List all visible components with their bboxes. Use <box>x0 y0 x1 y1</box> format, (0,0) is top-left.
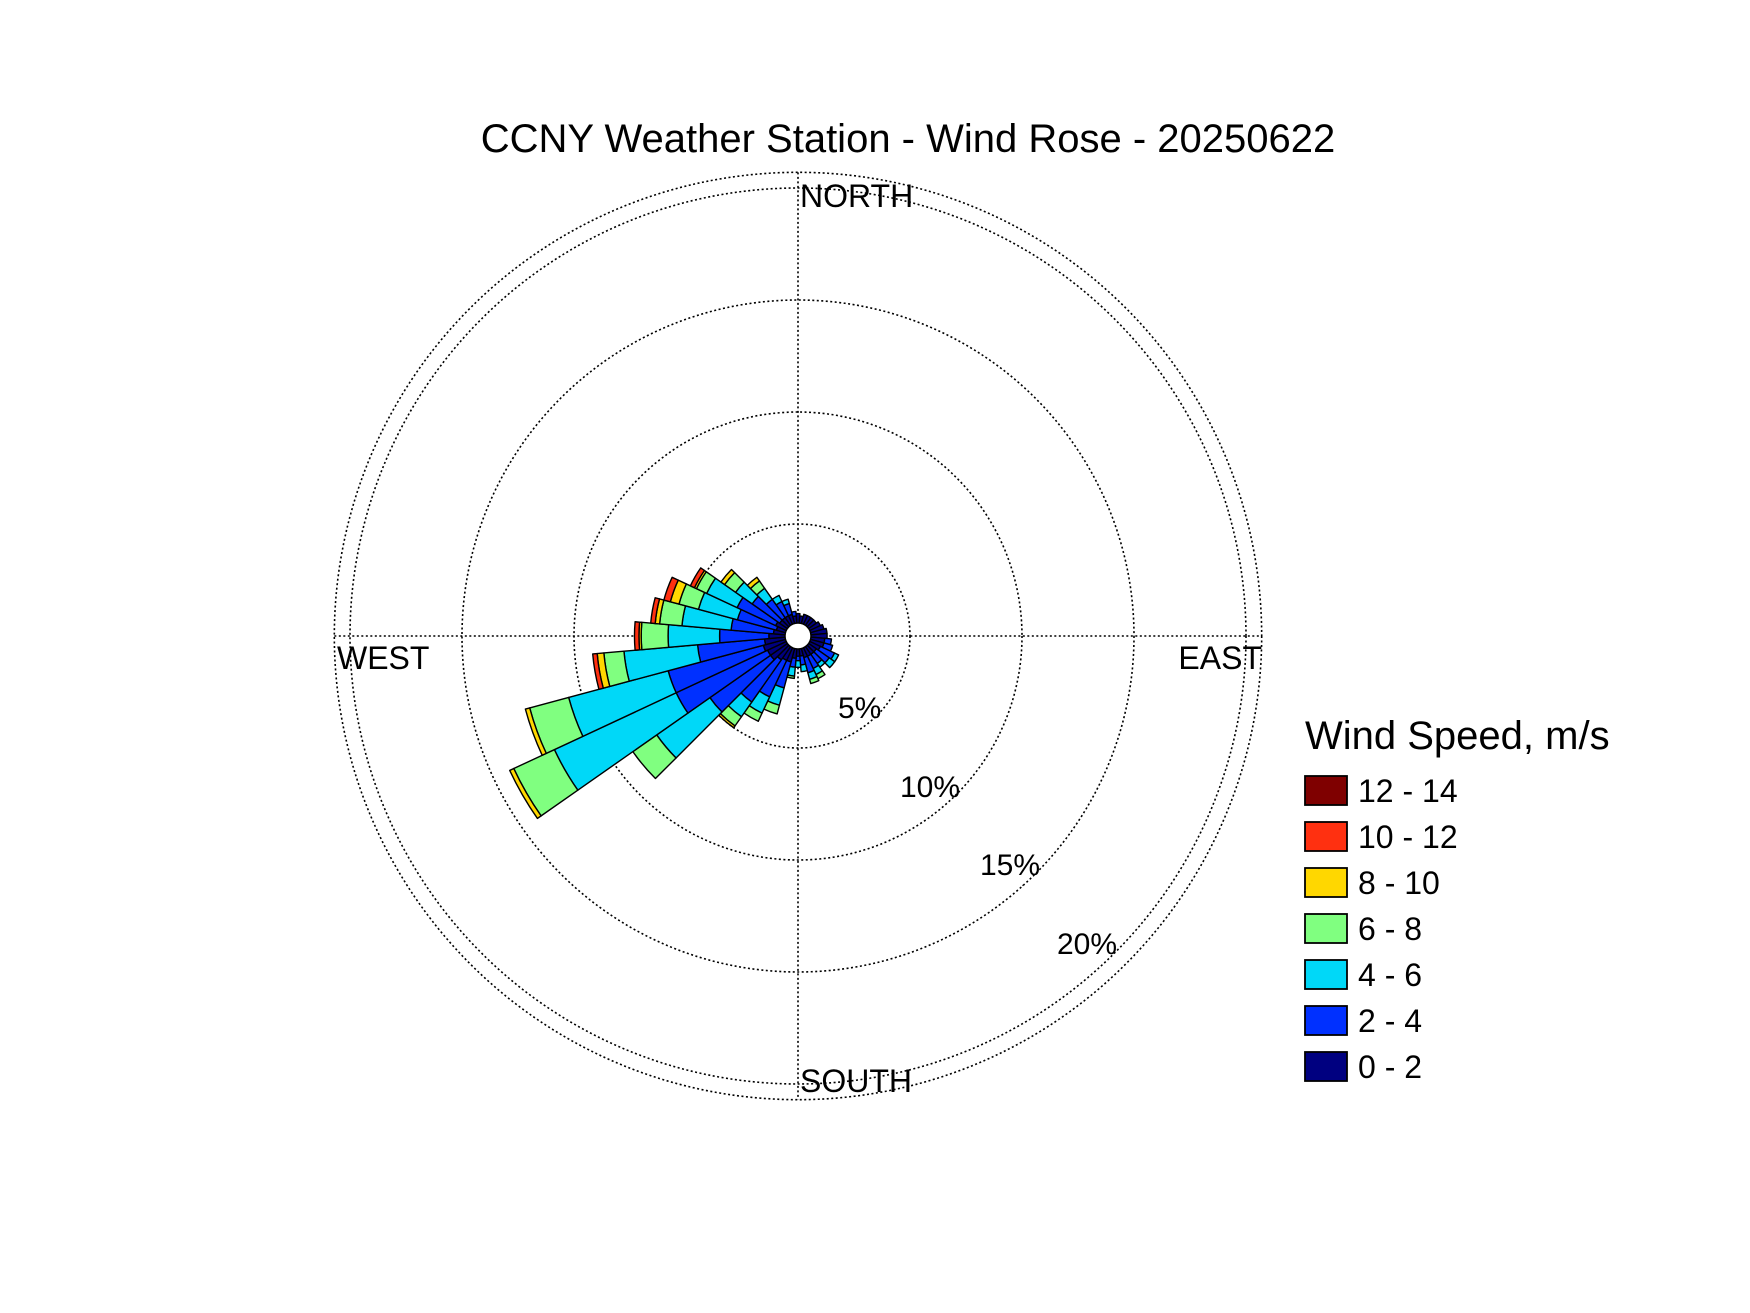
legend-title: Wind Speed, m/s <box>1305 714 1610 758</box>
rose-segment-260deg-10-12 <box>592 652 604 691</box>
rose-segment-250deg-8-10 <box>524 707 547 756</box>
rose-segment-170deg-4-6 <box>799 663 808 673</box>
rose-sectors <box>509 567 840 820</box>
legend-label-0-2: 0 - 2 <box>1358 1049 1422 1085</box>
rose-segment-280deg-10-12 <box>650 597 661 625</box>
legend-label-6-8: 6 - 8 <box>1358 911 1422 947</box>
direction-label-west: WEST <box>337 640 429 676</box>
direction-label-north: NORTH <box>800 178 913 214</box>
rose-segment-240deg-8-10 <box>509 767 542 820</box>
rose-segment-290deg-10-12 <box>663 576 679 603</box>
direction-label-south: SOUTH <box>800 1063 912 1099</box>
legend-swatch-0-2 <box>1304 1051 1348 1082</box>
chart-title: CCNY Weather Station - Wind Rose - 20250… <box>481 117 1336 161</box>
rose-segment-270deg-6-8 <box>640 621 670 651</box>
legend-label-8-10: 8 - 10 <box>1358 865 1440 901</box>
legend-swatch-12-14 <box>1304 775 1348 806</box>
direction-label-east: EAST <box>1178 640 1262 676</box>
legend: Wind Speed, m/s 12 - 14 10 - 12 8 - 10 6… <box>1304 714 1610 1085</box>
rose-segment-300deg-10-12 <box>689 567 706 589</box>
rose-segment-130deg-4-6 <box>824 657 836 669</box>
rose-segment-270deg-10-12 <box>633 621 641 651</box>
rose-segment-350deg-2-4 <box>790 610 797 618</box>
legend-swatch-2-4 <box>1304 1005 1348 1036</box>
ring-label-15: 15% <box>980 849 1040 882</box>
legend-swatch-10-12 <box>1304 821 1348 852</box>
legend-label-12-14: 12 - 14 <box>1358 773 1458 809</box>
legend-label-4-6: 4 - 6 <box>1358 957 1422 993</box>
legend-swatch-4-6 <box>1304 959 1348 990</box>
legend-label-2-4: 2 - 4 <box>1358 1003 1422 1039</box>
calm-circle <box>784 622 812 650</box>
grid-ring-15 <box>461 299 1135 973</box>
ring-label-10: 10% <box>900 771 960 804</box>
rose-segment-310deg-8-10 <box>720 568 736 586</box>
rose-segment-340deg-4-6 <box>781 598 790 607</box>
rose-segment-320deg-8-10 <box>746 576 761 590</box>
ring-label-5: 5% <box>838 692 881 725</box>
legend-swatch-6-8 <box>1304 913 1348 944</box>
legend-swatch-8-10 <box>1304 867 1348 898</box>
grid-ring-20 <box>349 187 1247 1085</box>
ring-label-20: 20% <box>1057 928 1117 961</box>
rose-segment-330deg-4-6 <box>771 594 783 606</box>
rose-segment-160deg-6-8 <box>808 675 820 685</box>
legend-label-10-12: 10 - 12 <box>1358 819 1458 855</box>
